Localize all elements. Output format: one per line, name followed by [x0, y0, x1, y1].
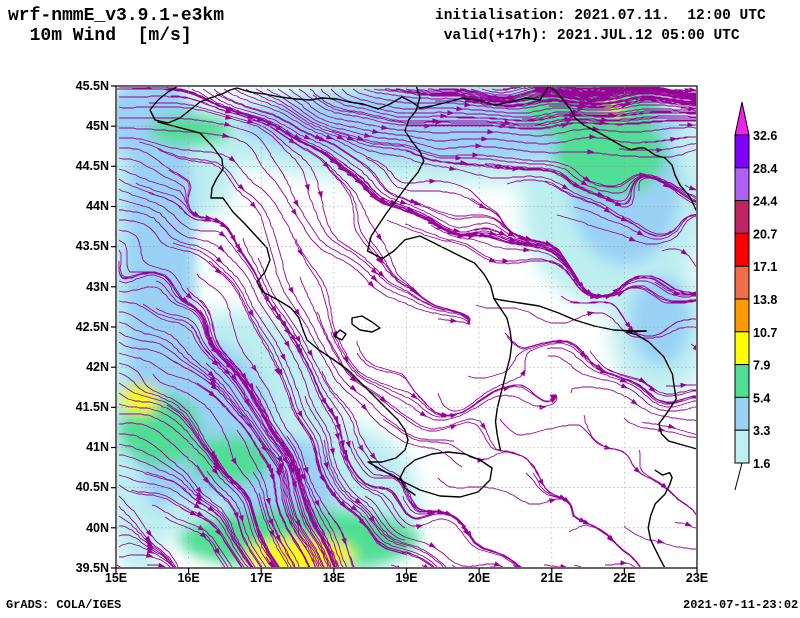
svg-text:7.9: 7.9 — [753, 359, 770, 373]
svg-text:10.7: 10.7 — [753, 326, 777, 340]
svg-text:28.4: 28.4 — [753, 162, 777, 176]
svg-text:23E: 23E — [686, 571, 708, 585]
svg-text:42.5N: 42.5N — [76, 320, 109, 334]
svg-text:15E: 15E — [105, 571, 127, 585]
svg-text:42N: 42N — [86, 360, 109, 374]
svg-text:16E: 16E — [177, 571, 199, 585]
svg-text:1.6: 1.6 — [753, 457, 770, 471]
svg-text:21E: 21E — [541, 571, 563, 585]
svg-text:22E: 22E — [613, 571, 635, 585]
svg-text:18E: 18E — [323, 571, 345, 585]
svg-text:41.5N: 41.5N — [76, 400, 109, 414]
svg-text:32.6: 32.6 — [753, 129, 777, 143]
svg-text:19E: 19E — [395, 571, 417, 585]
svg-text:17E: 17E — [250, 571, 272, 585]
svg-text:3.3: 3.3 — [753, 424, 770, 438]
svg-text:44N: 44N — [86, 199, 109, 213]
svg-text:40N: 40N — [86, 521, 109, 535]
svg-text:43.5N: 43.5N — [76, 239, 109, 253]
svg-text:41N: 41N — [86, 440, 109, 454]
svg-text:13.8: 13.8 — [753, 293, 777, 307]
svg-text:20.7: 20.7 — [753, 227, 777, 241]
svg-text:44.5N: 44.5N — [76, 159, 109, 173]
svg-text:5.4: 5.4 — [753, 391, 770, 405]
svg-text:24.4: 24.4 — [753, 195, 777, 209]
svg-text:45.5N: 45.5N — [76, 79, 109, 93]
svg-text:45N: 45N — [86, 119, 109, 133]
svg-text:43N: 43N — [86, 280, 109, 294]
svg-text:20E: 20E — [468, 571, 490, 585]
svg-text:40.5N: 40.5N — [76, 480, 109, 494]
svg-text:17.1: 17.1 — [753, 260, 777, 274]
